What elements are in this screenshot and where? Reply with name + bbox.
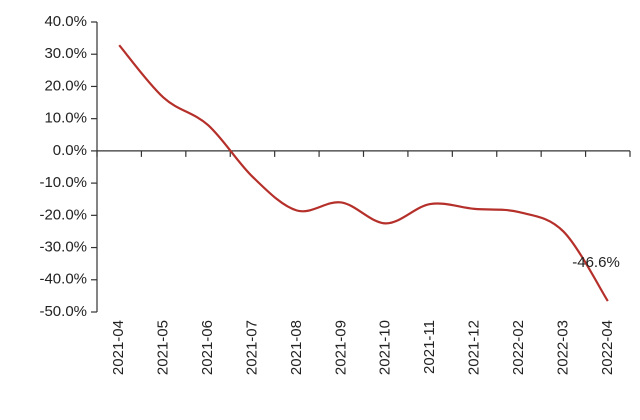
x-tick-label: 2021-05	[155, 320, 172, 375]
y-tick-label: -20.0%	[39, 206, 87, 223]
y-tick-label: 40.0%	[44, 13, 87, 30]
y-tick-label: -50.0%	[39, 303, 87, 320]
x-tick-label: 2022-04	[599, 320, 616, 375]
x-tick-label: 2021-10	[377, 320, 394, 375]
x-tick-label: 2021-08	[288, 320, 305, 375]
y-tick-label: 20.0%	[44, 77, 87, 94]
x-tick-label: 2021-11	[421, 320, 438, 374]
y-tick-label: 10.0%	[44, 110, 87, 127]
y-tick-label: 30.0%	[44, 45, 87, 62]
y-tick-label: -40.0%	[39, 271, 87, 288]
y-tick-label: 0.0%	[53, 142, 87, 159]
y-tick-label: -10.0%	[39, 174, 87, 191]
x-tick-label: 2021-07	[243, 320, 260, 375]
x-tick-label: 2021-09	[332, 320, 349, 375]
value-label: -46.6%	[572, 254, 620, 271]
x-tick-label: 2022-02	[510, 320, 527, 375]
y-tick-label: -30.0%	[39, 239, 87, 256]
x-tick-label: 2022-03	[554, 320, 571, 375]
x-tick-label: 2021-12	[466, 320, 483, 375]
line	[118, 44, 609, 302]
x-tick-label: 2021-04	[110, 320, 127, 375]
x-tick-label: 2021-06	[199, 320, 216, 375]
